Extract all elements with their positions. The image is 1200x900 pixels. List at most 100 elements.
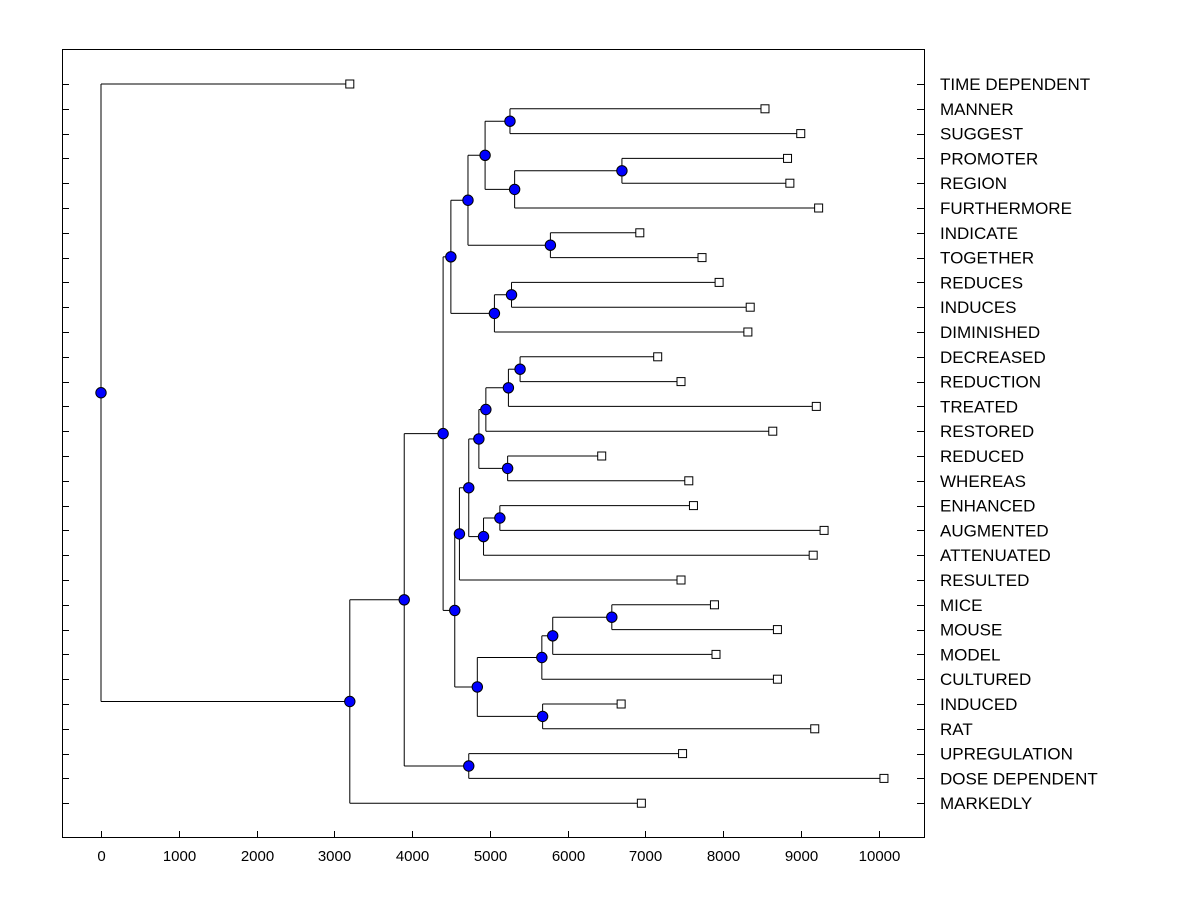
leaf-marker-diminished [743, 327, 753, 337]
leaf-marker-rat [810, 724, 820, 734]
leaf-label-furthermore: FURTHERMORE [940, 199, 1072, 218]
merge-node-n13 [501, 462, 514, 475]
leaf-marker-cultured [772, 674, 782, 684]
leaf-marker-furthermore [814, 203, 824, 213]
leaf-label-induced: INDUCED [940, 695, 1017, 714]
merge-node-n28 [344, 695, 356, 708]
leaf-label-mice: MICE [940, 596, 983, 615]
leaf-label-dose-dependent: DOSE DEPENDENT [940, 769, 1098, 788]
leaf-marker-reduced [597, 451, 607, 461]
merge-node-n3 [508, 183, 521, 196]
leaf-label-diminished: DIMINISHED [940, 323, 1040, 342]
leaf-marker-region [785, 178, 795, 188]
merge-node-n9 [445, 251, 457, 263]
leaf-marker-treated [811, 401, 821, 411]
leaf-marker-upregulation [678, 749, 688, 759]
merge-node-n8 [488, 307, 501, 320]
x-tick-label: 9000 [785, 848, 818, 865]
leaf-label-reduction: REDUCTION [940, 373, 1041, 392]
leaf-label-augmented: AUGMENTED [940, 521, 1049, 540]
merge-node-root [95, 387, 107, 399]
leaf-marker-suggest [796, 129, 806, 139]
leaf-label-time-dependent: TIME DEPENDENT [940, 75, 1090, 94]
leaf-label-cultured: CULTURED [940, 670, 1031, 689]
leaf-marker-attenuated [808, 550, 818, 560]
merge-node-n15 [494, 512, 506, 524]
merge-node-n2 [616, 165, 628, 177]
leaf-label-manner: MANNER [940, 100, 1014, 119]
leaf-label-region: REGION [940, 174, 1007, 193]
leaf-label-mouse: MOUSE [940, 621, 1002, 640]
x-tick-label: 3000 [318, 848, 351, 865]
dendrogram-links [100, 83, 884, 804]
merge-node-n24 [449, 604, 461, 617]
leaf-tick-marks [62, 84, 924, 804]
x-tick-label: 4000 [396, 848, 429, 865]
leaf-marker-restored [768, 426, 778, 436]
leaf-label-together: TOGETHER [940, 249, 1034, 268]
merge-node-n6 [462, 194, 474, 206]
x-tick-label: 5000 [474, 848, 507, 865]
leaf-marker-reduction [676, 377, 686, 387]
x-axis: 0 1000 2000 3000 4000 5000 6000 7000 8000 9000 100… [97, 831, 900, 865]
leaf-label-whereas: WHEREAS [940, 472, 1026, 491]
leaf-marker-mice [709, 600, 719, 610]
merge-node-n25 [437, 427, 449, 440]
x-tick-label: 6000 [552, 848, 585, 865]
merge-node-n19 [606, 611, 618, 623]
leaf-label-treated: TREATED [940, 397, 1018, 416]
merge-node-n7 [505, 289, 518, 301]
leaf-label-indicate: INDICATE [940, 224, 1018, 243]
x-tick-label: 8000 [707, 848, 740, 865]
merge-node-n23 [471, 681, 484, 693]
plot-frame [62, 49, 925, 838]
merge-node-n12 [480, 403, 492, 416]
leaf-marker-decreased [653, 352, 663, 362]
x-tick-label: 1000 [163, 848, 196, 865]
merge-node-n18 [453, 528, 466, 540]
x-tick-label: 0 [97, 848, 105, 865]
leaf-marker-time-dependent [345, 79, 355, 89]
merge-node-n20 [547, 630, 559, 642]
leaf-labels: TIME DEPENDENT MANNER SUGGEST PROMOTER REGIO… [940, 75, 1098, 813]
merge-node-n27 [398, 594, 410, 606]
leaf-label-model: MODEL [940, 645, 1000, 664]
leaf-marker-enhanced [688, 501, 698, 511]
merge-node-n11 [502, 382, 515, 394]
leaf-label-suggest: SUGGEST [940, 125, 1023, 144]
merge-node-n16 [477, 530, 490, 543]
leaf-label-reduces: REDUCES [940, 273, 1023, 292]
leaf-label-attenuated: ATTENUATED [940, 546, 1051, 565]
leaf-marker-augmented [819, 525, 829, 535]
merge-node-n26 [463, 760, 475, 772]
x-tick-label: 2000 [241, 848, 274, 865]
merge-node-n21 [536, 651, 548, 664]
leaf-label-induces: INDUCES [940, 298, 1017, 317]
leaf-label-rat: RAT [940, 720, 973, 739]
merge-node-n5 [544, 239, 557, 251]
leaf-label-enhanced: ENHANCED [940, 497, 1035, 516]
leaf-marker-model [711, 649, 721, 659]
leaf-label-markedly: MARKEDLY [940, 794, 1032, 813]
leaf-marker-reduces [714, 277, 724, 287]
leaf-markers [345, 79, 889, 808]
leaf-marker-mouse [772, 625, 782, 635]
leaf-label-upregulation: UPREGULATION [940, 745, 1073, 764]
leaf-marker-markedly [636, 798, 646, 808]
leaf-marker-indicate [635, 228, 645, 238]
leaf-label-restored: RESTORED [940, 422, 1034, 441]
merge-node-n1 [504, 115, 516, 127]
leaf-label-resulted: RESULTED [940, 571, 1029, 590]
leaf-marker-together [697, 253, 707, 263]
merge-node-n4 [479, 149, 491, 162]
merge-node-n14 [473, 433, 485, 445]
merge-node-n10 [514, 363, 526, 375]
leaf-label-reduced: REDUCED [940, 447, 1024, 466]
leaf-marker-induced [616, 699, 626, 709]
leaf-marker-resulted [676, 575, 686, 585]
merge-node-n22 [536, 710, 549, 723]
leaf-marker-manner [760, 104, 770, 114]
leaf-label-decreased: DECREASED [940, 348, 1046, 367]
merge-nodes [95, 115, 628, 772]
